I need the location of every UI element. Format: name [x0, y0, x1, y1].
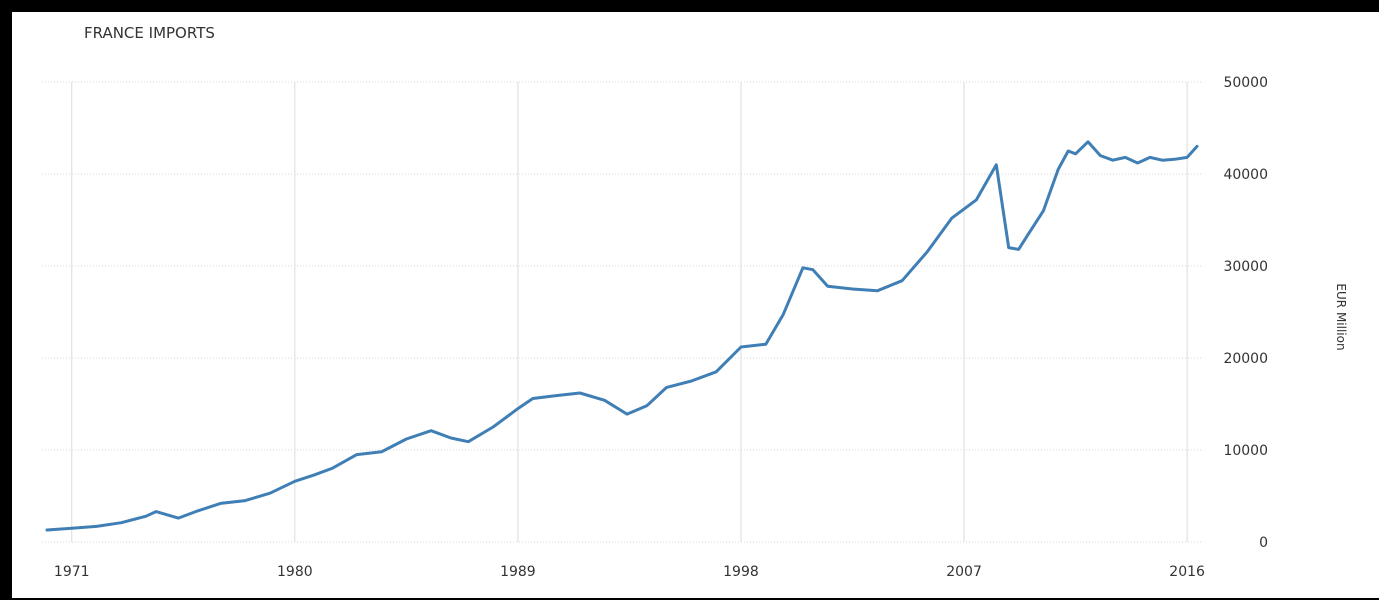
x-tick-label: 1989 [500, 564, 536, 580]
x-tick-label: 2016 [1169, 564, 1205, 580]
x-tick-label: 2007 [946, 564, 982, 580]
x-tick-label: 1998 [723, 564, 759, 580]
y-tick-label: 20000 [1223, 351, 1268, 367]
y-tick-label: 30000 [1223, 259, 1268, 275]
x-tick-label: 1980 [277, 564, 313, 580]
y-axis-ticks: 0 10000 20000 30000 40000 50000 [1223, 75, 1268, 551]
chart-container: FRANCE IMPORTS 1971 1980 1989 1998 2007 2016 … [12, 12, 1379, 598]
grid [42, 81, 1202, 543]
imports-chart: FRANCE IMPORTS 1971 1980 1989 1998 2007 2016 … [42, 24, 1348, 580]
y-tick-label: 40000 [1223, 167, 1268, 183]
series-layer [45, 140, 1199, 532]
y-tick-label: 10000 [1223, 443, 1268, 459]
chart-title: FRANCE IMPORTS [84, 24, 215, 42]
x-tick-label: 1971 [54, 564, 90, 580]
y-tick-label: 0 [1259, 535, 1268, 551]
series-line [45, 140, 1199, 532]
y-tick-label: 50000 [1223, 75, 1268, 91]
x-axis-ticks: 1971 1980 1989 1998 2007 2016 [54, 564, 1205, 580]
y-axis-label: EUR Million [1334, 283, 1348, 350]
